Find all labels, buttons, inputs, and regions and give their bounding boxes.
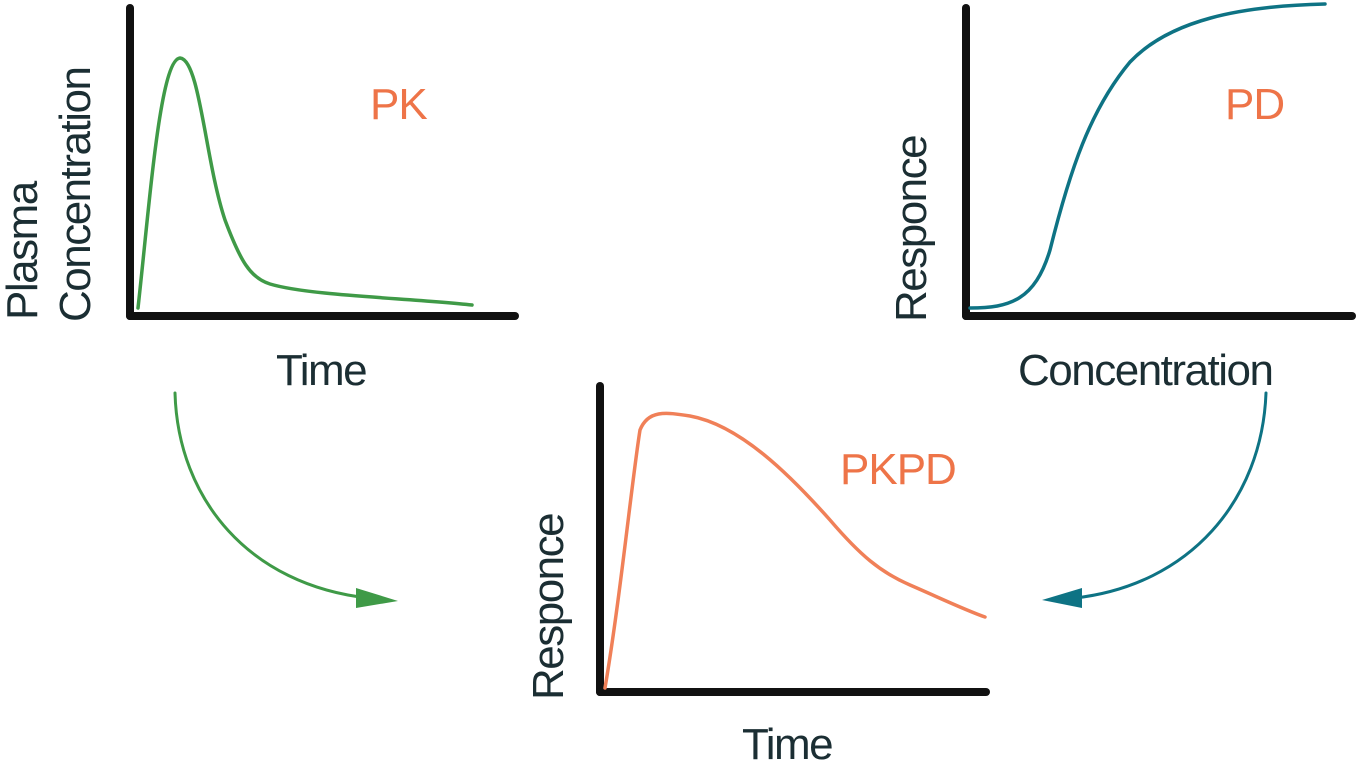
pk-y-label-line2: Concentration xyxy=(51,68,100,322)
pk-tag: PK xyxy=(370,80,427,129)
pk-x-label: Time xyxy=(276,346,366,395)
pk-to-pkpd-arrow xyxy=(173,391,398,608)
pk-y-label-line1: Plasma xyxy=(0,180,47,320)
pd-curve xyxy=(968,2,1327,310)
pk-curve xyxy=(136,56,474,310)
pd-tag: PD xyxy=(1225,80,1284,129)
pkpd-x-label: Time xyxy=(742,720,832,761)
pd-y-label: Responce xyxy=(887,136,936,322)
left-arrow-shaft xyxy=(173,391,370,600)
right-arrow-head xyxy=(1042,588,1082,608)
pd-x-label: Concentration xyxy=(1018,346,1272,395)
pkpd-y-label: Responce xyxy=(524,514,573,700)
pk-panel: PK Plasma Concentration Time xyxy=(0,4,519,395)
pd-to-pkpd-arrow xyxy=(1042,391,1268,608)
pkpd-tag: PKPD xyxy=(840,445,956,494)
pkpd-curve xyxy=(603,411,987,690)
left-arrow-head xyxy=(356,588,398,608)
pkpd-panel: PKPD Responce Time xyxy=(524,382,990,761)
right-arrow-shaft xyxy=(1073,391,1268,600)
pd-panel: PD Responce Concentration xyxy=(887,2,1356,395)
